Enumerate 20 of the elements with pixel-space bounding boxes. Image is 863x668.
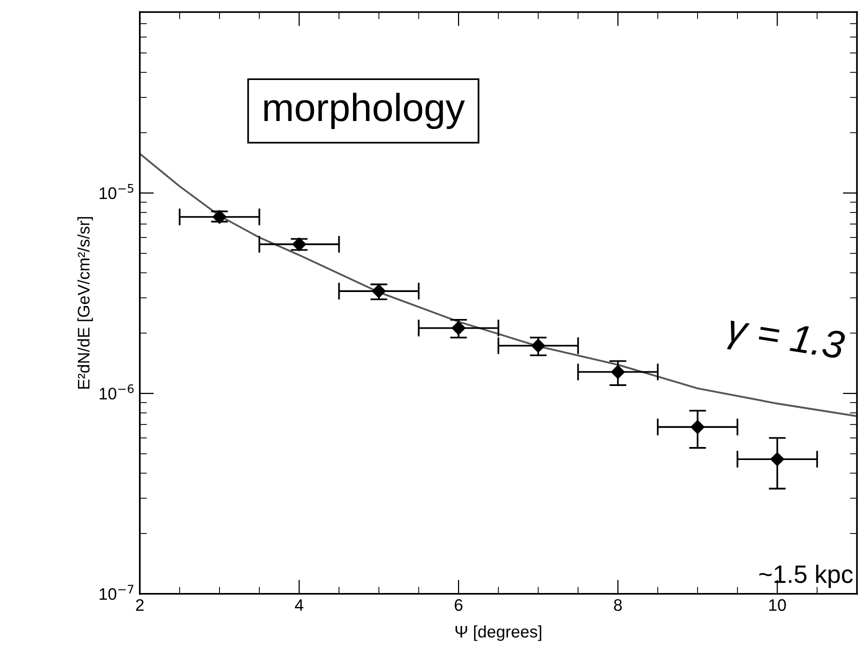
y-tick-label: 10$^{−7}$ [100, 584, 134, 600]
x-tick-label: 4 [294, 599, 304, 611]
point [611, 365, 625, 379]
line-series [140, 152, 857, 418]
annotation: γ = 1.3 [726, 314, 846, 367]
annotation: ~1.5 kpc [759, 564, 853, 588]
x-tick-label: 8 [614, 599, 622, 611]
annotation: morphology [264, 92, 465, 130]
point [770, 452, 784, 466]
x-tick-label: 10 [769, 599, 786, 611]
point [452, 321, 466, 335]
point [531, 338, 546, 353]
point [212, 210, 226, 224]
x-tick-label: 6 [454, 599, 462, 611]
x-tick-label: 2 [136, 599, 144, 611]
point [690, 420, 704, 434]
x-axis-title: Ψ [degrees] [456, 625, 542, 641]
y-tick-label: 10$^{−6}$ [100, 384, 134, 400]
y-tick-label: 10$^{−5}$ [100, 184, 134, 200]
y-axis-title: E²dN/dE [GeV/cm²/s/sr] [77, 217, 93, 389]
